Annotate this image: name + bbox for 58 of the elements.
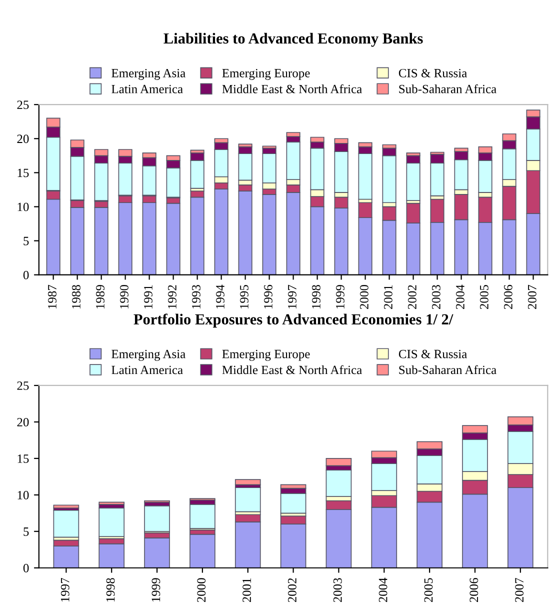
x-tick-label: 2000 — [360, 285, 368, 309]
y-tick-label: 15 — [18, 454, 29, 463]
x-tick-label: 2007 — [528, 284, 536, 309]
x-tick-label: 1989 — [96, 285, 104, 308]
x-tick-label: 2006 — [504, 284, 512, 309]
legend-label: Middle East & North Africa — [222, 84, 362, 94]
x-tick-label: 1991 — [144, 285, 152, 308]
x-tick-label: 1999 — [152, 578, 160, 602]
x-tick-label: 1998 — [312, 285, 320, 308]
x-tick-label: 1998 — [106, 578, 115, 602]
legend-label: Latin America — [112, 84, 183, 94]
y-tick-label: 10 — [18, 490, 29, 500]
x-tick-label: 2002 — [288, 578, 296, 602]
x-tick-label: 2001 — [384, 285, 392, 309]
legend-label: Sub-Saharan Africa — [399, 84, 496, 94]
legend-label: Emerging Asia — [112, 350, 186, 361]
x-tick-label: 2004 — [456, 284, 464, 309]
y-tick-label: 25 — [17, 382, 29, 390]
x-tick-label: 2005 — [424, 578, 433, 602]
y-tick-label: 5 — [24, 236, 29, 246]
x-tick-label: 1997 — [60, 578, 70, 602]
x-tick-label: 1993 — [192, 285, 200, 308]
legend-label: Sub-Saharan Africa — [399, 365, 496, 374]
legend-label: CIS & Russia — [398, 350, 467, 358]
x-tick-label: 1988 — [72, 285, 80, 308]
x-tick-label: 2002 — [408, 285, 416, 309]
y-tick-label: 25 — [17, 100, 29, 110]
legend-label: Emerging Asia — [112, 68, 186, 80]
y-tick-label: 10 — [18, 202, 29, 212]
y-tick-label: 15 — [18, 168, 29, 178]
x-tick-label: 1999 — [336, 285, 344, 308]
chart-title: Liabilities to Advanced Economy Banks — [164, 32, 423, 47]
x-tick-label: 2006 — [470, 578, 478, 602]
x-tick-label: 1994 — [216, 284, 224, 308]
legend-label: Latin America — [112, 366, 183, 374]
y-tick-label: 0 — [23, 270, 29, 280]
x-tick-label: 1992 — [168, 285, 176, 308]
x-tick-label: 1987 — [48, 284, 56, 308]
y-tick-label: 20 — [17, 418, 29, 426]
x-tick-label: 2005 — [480, 285, 488, 309]
x-tick-label: 2001 — [242, 578, 251, 602]
x-tick-label: 2007 — [515, 578, 524, 602]
x-tick-label: 2004 — [378, 578, 388, 602]
legend-label: Emerging Europe — [222, 68, 310, 80]
x-tick-label: 2003 — [432, 285, 440, 309]
legend-label: Emerging Europe — [222, 350, 310, 361]
x-tick-label: 1996 — [264, 284, 272, 308]
legend-label: Middle East & North Africa — [222, 365, 362, 374]
x-tick-label: 2003 — [333, 578, 342, 602]
chart-title: Portfolio Exposures to Advanced Economies 1/ 2/ — [134, 314, 454, 328]
x-tick-label: 1995 — [240, 285, 248, 308]
legend-label: CIS & Russia — [398, 68, 467, 78]
y-tick-label: 5 — [24, 528, 29, 536]
x-tick-label: 1997 — [288, 284, 296, 308]
y-tick-label: 0 — [23, 564, 29, 572]
y-tick-label: 20 — [17, 134, 29, 144]
x-tick-label: 1990 — [120, 285, 128, 308]
x-tick-label: 2000 — [197, 578, 206, 602]
